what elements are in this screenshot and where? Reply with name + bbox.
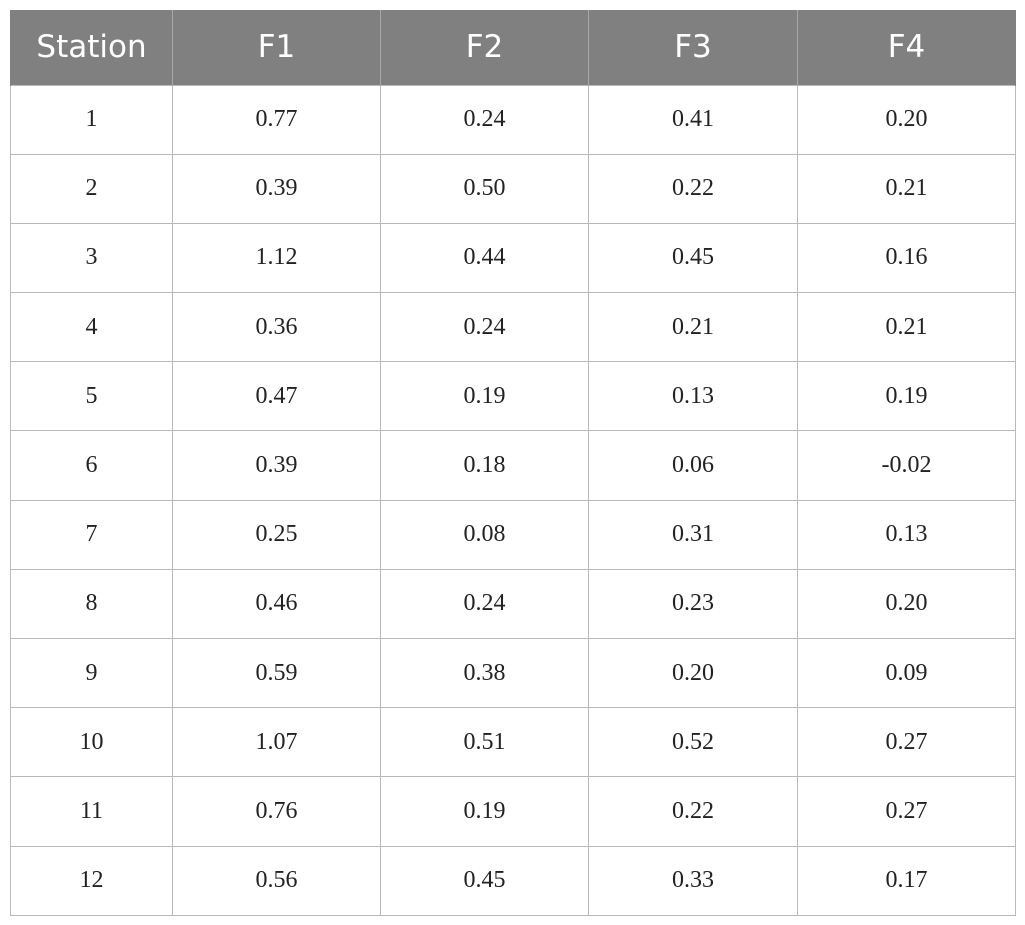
table-row: 4 0.36 0.24 0.21 0.21 bbox=[10, 292, 1016, 363]
table-row: 12 0.56 0.45 0.33 0.17 bbox=[10, 845, 1016, 916]
table-row: 9 0.59 0.38 0.20 0.09 bbox=[10, 637, 1016, 709]
table-row: 5 0.47 0.19 0.13 0.19 bbox=[10, 361, 1016, 432]
cell-f2: 0.45 bbox=[380, 845, 589, 916]
cell-f2: 0.24 bbox=[380, 568, 589, 640]
cell-station: 10 bbox=[10, 707, 173, 778]
cell-f4: 0.20 bbox=[797, 84, 1016, 155]
cell-station: 1 bbox=[10, 84, 173, 155]
cell-station: 4 bbox=[10, 292, 173, 363]
cell-f4: 0.17 bbox=[797, 845, 1016, 916]
cell-station: 6 bbox=[10, 430, 173, 501]
column-header-station: Station bbox=[10, 10, 173, 85]
cell-f3: 0.41 bbox=[588, 84, 798, 155]
cell-f3: 0.21 bbox=[588, 292, 798, 363]
cell-f1: 0.56 bbox=[172, 845, 381, 916]
data-table: Station F1 F2 F3 F4 1 0.77 0.24 0.41 0.2… bbox=[10, 10, 1016, 916]
cell-f3: 0.22 bbox=[588, 153, 798, 224]
cell-station: 2 bbox=[10, 153, 173, 224]
cell-f3: 0.31 bbox=[588, 499, 798, 570]
column-header-f3: F3 bbox=[588, 10, 798, 85]
cell-f3: 0.23 bbox=[588, 568, 798, 640]
cell-f2: 0.24 bbox=[380, 84, 589, 155]
column-header-f2: F2 bbox=[380, 10, 589, 85]
cell-f3: 0.52 bbox=[588, 707, 798, 778]
cell-f4: 0.16 bbox=[797, 222, 1016, 294]
cell-f2: 0.19 bbox=[380, 361, 589, 432]
cell-f1: 1.12 bbox=[172, 222, 381, 294]
cell-f3: 0.13 bbox=[588, 361, 798, 432]
cell-f2: 0.08 bbox=[380, 499, 589, 570]
cell-f4: 0.21 bbox=[797, 292, 1016, 363]
column-header-f4: F4 bbox=[797, 10, 1016, 85]
table-row: 11 0.76 0.19 0.22 0.27 bbox=[10, 776, 1016, 847]
cell-station: 8 bbox=[10, 568, 173, 640]
cell-f4: -0.02 bbox=[797, 430, 1016, 501]
cell-f2: 0.24 bbox=[380, 292, 589, 363]
cell-station: 5 bbox=[10, 361, 173, 432]
cell-f2: 0.19 bbox=[380, 776, 589, 847]
cell-station: 3 bbox=[10, 222, 173, 294]
header-row: Station F1 F2 F3 F4 bbox=[10, 10, 1016, 85]
cell-f3: 0.22 bbox=[588, 776, 798, 847]
cell-f1: 0.59 bbox=[172, 637, 381, 709]
cell-f4: 0.27 bbox=[797, 707, 1016, 778]
table-row: 6 0.39 0.18 0.06 -0.02 bbox=[10, 430, 1016, 501]
cell-f4: 0.20 bbox=[797, 568, 1016, 640]
cell-f1: 0.39 bbox=[172, 430, 381, 501]
cell-f3: 0.45 bbox=[588, 222, 798, 294]
table-row: 3 1.12 0.44 0.45 0.16 bbox=[10, 222, 1016, 294]
cell-f2: 0.50 bbox=[380, 153, 589, 224]
cell-f1: 0.47 bbox=[172, 361, 381, 432]
cell-f1: 0.36 bbox=[172, 292, 381, 363]
cell-f4: 0.27 bbox=[797, 776, 1016, 847]
table-row: 8 0.46 0.24 0.23 0.20 bbox=[10, 568, 1016, 640]
cell-f3: 0.06 bbox=[588, 430, 798, 501]
cell-station: 7 bbox=[10, 499, 173, 570]
table-header: Station F1 F2 F3 F4 bbox=[10, 10, 1016, 85]
cell-f3: 0.20 bbox=[588, 637, 798, 709]
cell-f1: 0.25 bbox=[172, 499, 381, 570]
column-header-f1: F1 bbox=[172, 10, 381, 85]
cell-station: 9 bbox=[10, 637, 173, 709]
cell-f4: 0.09 bbox=[797, 637, 1016, 709]
table-row: 10 1.07 0.51 0.52 0.27 bbox=[10, 707, 1016, 778]
cell-f1: 0.77 bbox=[172, 84, 381, 155]
cell-f2: 0.44 bbox=[380, 222, 589, 294]
table-row: 2 0.39 0.50 0.22 0.21 bbox=[10, 153, 1016, 224]
cell-f1: 0.39 bbox=[172, 153, 381, 224]
cell-f1: 0.46 bbox=[172, 568, 381, 640]
cell-f2: 0.38 bbox=[380, 637, 589, 709]
cell-f1: 1.07 bbox=[172, 707, 381, 778]
table-row: 1 0.77 0.24 0.41 0.20 bbox=[10, 84, 1016, 155]
cell-f4: 0.13 bbox=[797, 499, 1016, 570]
cell-station: 12 bbox=[10, 845, 173, 916]
cell-station: 11 bbox=[10, 776, 173, 847]
table-row: 7 0.25 0.08 0.31 0.13 bbox=[10, 499, 1016, 570]
table-body: 1 0.77 0.24 0.41 0.20 2 0.39 0.50 0.22 0… bbox=[10, 84, 1016, 916]
cell-f3: 0.33 bbox=[588, 845, 798, 916]
cell-f4: 0.21 bbox=[797, 153, 1016, 224]
cell-f2: 0.51 bbox=[380, 707, 589, 778]
cell-f1: 0.76 bbox=[172, 776, 381, 847]
cell-f4: 0.19 bbox=[797, 361, 1016, 432]
cell-f2: 0.18 bbox=[380, 430, 589, 501]
